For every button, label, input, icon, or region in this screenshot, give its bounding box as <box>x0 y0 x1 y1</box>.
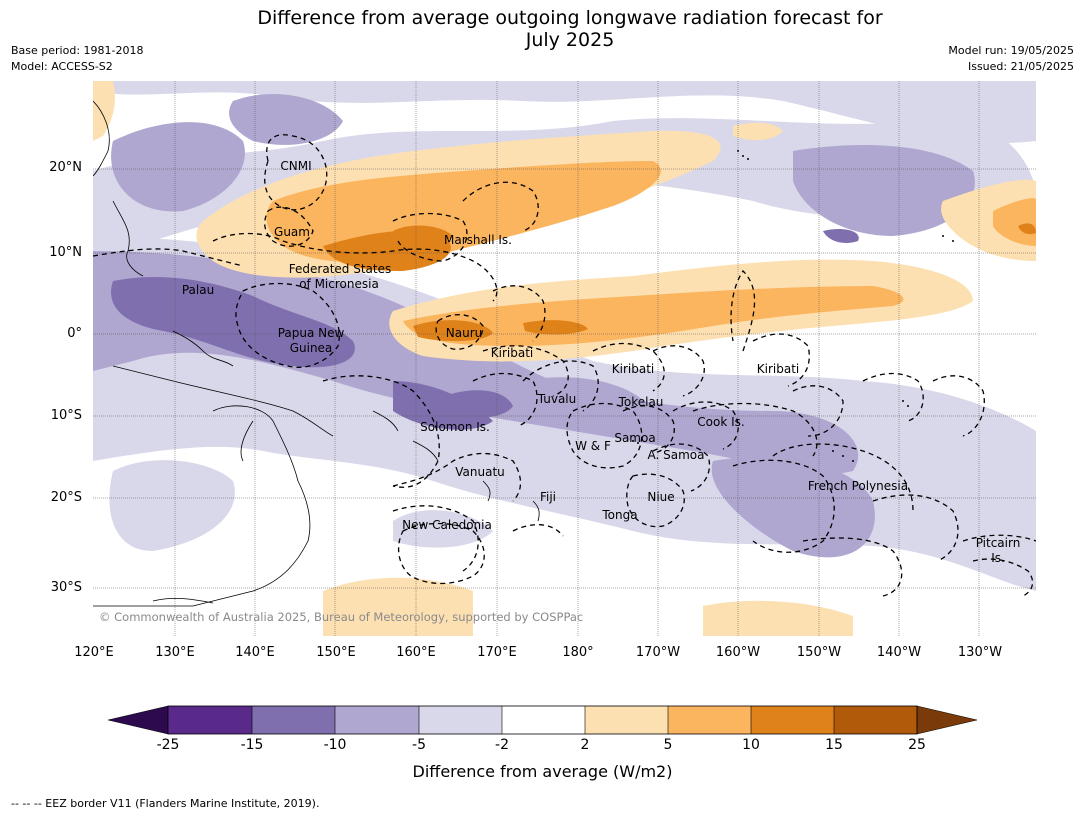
map-panel[interactable] <box>93 81 1036 636</box>
copyright-notice: © Commonwealth of Australia 2025, Bureau… <box>99 610 584 624</box>
lon-label-160w: 160°W <box>715 645 761 660</box>
colorbar-tick-minus5: -5 <box>412 737 426 753</box>
colorbar-swatch-lt-minus25 <box>107 705 169 735</box>
map-title: Difference from average outgoing longwav… <box>170 7 970 51</box>
colorbar-swatch-p10-15 <box>751 706 834 734</box>
colorbar-swatch-minus25-minus15 <box>168 706 252 734</box>
colorbar <box>107 705 978 735</box>
colorbar-swatch-minus2-2 <box>502 706 585 734</box>
gridlines <box>93 81 1036 636</box>
lon-label-160e: 160°E <box>396 645 436 660</box>
lat-label-20s: 20°S <box>50 490 82 505</box>
colorbar-swatch-minus10-minus5 <box>335 706 419 734</box>
colorbar-tick-2: 2 <box>580 737 590 753</box>
region-label-american-samoa: A. Samoa <box>647 448 705 462</box>
colorbar-swatch-p15-25 <box>834 706 917 734</box>
region-label-fsm-1: Federated States <box>288 262 392 276</box>
region-label-pitcairn-1: Pitcairn <box>975 536 1021 550</box>
region-label-png-2: Guinea <box>289 341 333 355</box>
region-label-cook-islands: Cook Is. <box>697 415 745 429</box>
region-label-palau: Palau <box>181 283 215 297</box>
colorbar-tick-25: 25 <box>908 737 926 753</box>
region-label-fsm-2: of Micronesia <box>299 277 379 291</box>
region-label-kiribati-west: Kiribati <box>490 346 534 360</box>
region-label-tonga: Tonga <box>602 508 638 522</box>
colorbar-tick-15: 15 <box>825 737 843 753</box>
model-run: Model run: 19/05/2025 <box>948 44 1074 57</box>
colorbar-tick-10: 10 <box>742 737 760 753</box>
eez-borders <box>93 134 1036 597</box>
islands <box>632 150 954 462</box>
lat-label-10n: 10°N <box>49 245 82 260</box>
region-label-tokelau: Tokelau <box>618 395 664 409</box>
colorbar-tick-minus15: -15 <box>240 737 264 753</box>
region-label-marshall: Marshall Is. <box>444 233 512 247</box>
issued-date: Issued: 21/05/2025 <box>967 60 1074 73</box>
lat-label-20n: 20°N <box>49 160 82 175</box>
colorbar-swatch-p5-10 <box>668 706 751 734</box>
title-line-2: July 2025 <box>525 29 615 51</box>
lon-label-180: 180° <box>562 645 594 660</box>
lat-label-0: 0° <box>67 326 82 341</box>
colorbar-tick-5: 5 <box>663 737 673 753</box>
colorbar-tick-minus2: -2 <box>495 737 509 753</box>
region-label-cnmi: CNMI <box>280 159 312 173</box>
region-label-fiji: Fiji <box>539 490 557 504</box>
region-label-nauru: Nauru <box>445 326 483 340</box>
lon-label-150w: 150°W <box>796 645 842 660</box>
region-label-kiribati-central: Kiribati <box>611 362 655 376</box>
positive-anomaly-fill <box>93 81 1036 636</box>
region-label-samoa: Samoa <box>614 431 656 445</box>
region-label-french-polynesia: French Polynesia <box>807 479 909 493</box>
region-label-vanuatu: Vanuatu <box>455 465 505 479</box>
region-label-niue: Niue <box>647 490 675 504</box>
colorbar-tick-minus10: -10 <box>323 737 347 753</box>
region-label-guam: Guam <box>274 225 310 239</box>
region-label-png-1: Papua New <box>277 326 345 340</box>
lat-label-10s: 10°S <box>50 408 82 423</box>
eez-footnote: -- -- -- EEZ border V11 (Flanders Marine… <box>11 797 320 810</box>
region-label-new-caledonia: New Caledonia <box>402 518 492 532</box>
colorbar-title: Difference from average (W/m2) <box>412 762 673 781</box>
model-name: Model: ACCESS-S2 <box>11 60 113 73</box>
map-svg <box>93 81 1036 636</box>
lat-label-30s: 30°S <box>50 580 82 595</box>
lon-label-130e: 130°E <box>155 645 195 660</box>
colorbar-swatch-minus15-minus10 <box>252 706 335 734</box>
meta-left: Base period: 1981-2018 Model: ACCESS-S2 <box>11 43 143 75</box>
lon-label-140w: 140°W <box>876 645 922 660</box>
coastlines <box>93 100 540 607</box>
title-line-1: Difference from average outgoing longwav… <box>257 7 883 29</box>
lon-label-150e: 150°E <box>316 645 356 660</box>
region-label-kiribati-east: Kiribati <box>756 362 800 376</box>
region-label-tuvalu: Tuvalu <box>537 392 577 406</box>
lon-label-140e: 140°E <box>235 645 275 660</box>
lon-label-170w: 170°W <box>635 645 681 660</box>
lon-label-120e: 120°E <box>74 645 114 660</box>
colorbar-swatch-p2-5 <box>585 706 668 734</box>
lon-label-130w: 130°W <box>957 645 1003 660</box>
meta-right: Model run: 19/05/2025 Issued: 21/05/2025 <box>948 43 1074 75</box>
colorbar-swatch-minus5-minus2 <box>419 706 502 734</box>
colorbar-swatch-gt-25 <box>916 705 978 735</box>
region-label-pitcairn-2: Is. <box>991 551 1005 565</box>
lon-label-170e: 170°E <box>477 645 517 660</box>
colorbar-tick-minus25: -25 <box>156 737 180 753</box>
region-label-solomon: Solomon Is. <box>420 420 490 434</box>
region-label-wallis-futuna: W & F <box>575 439 611 453</box>
negative-anomaly-fill <box>93 81 1036 591</box>
base-period: Base period: 1981-2018 <box>11 44 144 57</box>
